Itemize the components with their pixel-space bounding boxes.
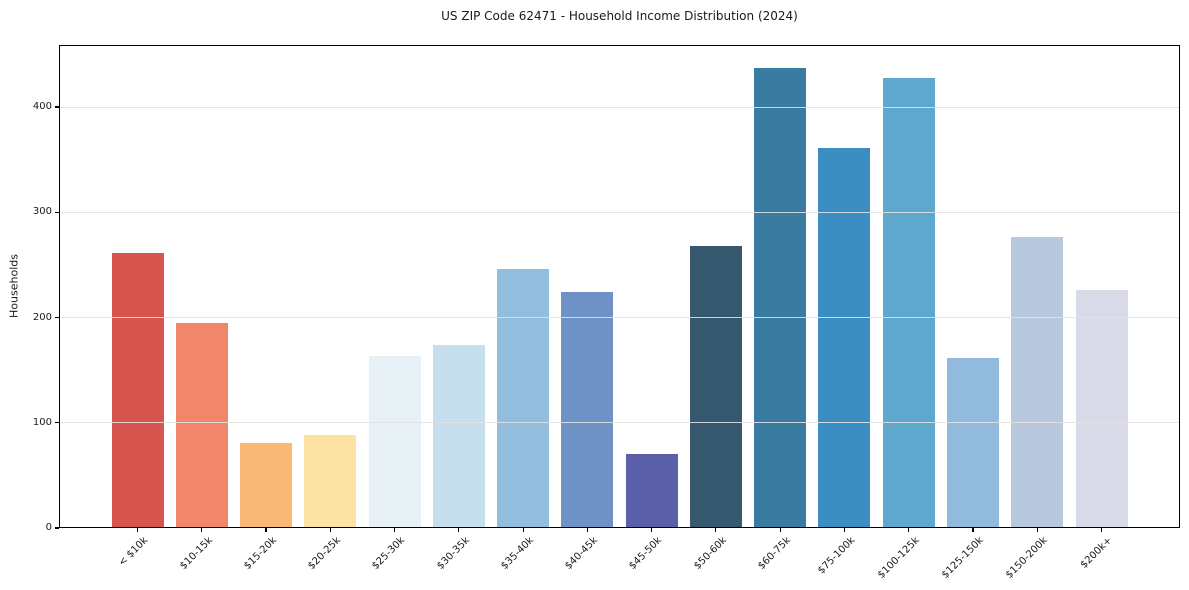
x-tick-mark <box>1036 528 1038 532</box>
bar-$125-150k <box>946 357 999 528</box>
bar-$60-75k <box>754 68 807 528</box>
x-tick-label: < $10k <box>116 535 151 569</box>
x-tick-label: $45-50k <box>627 535 665 572</box>
y-tick-mark <box>55 422 59 424</box>
x-tick-mark <box>651 528 653 532</box>
x-tick-label: $50-60k <box>691 535 729 572</box>
x-tick-label: $100-125k <box>875 535 922 581</box>
x-tick-mark <box>201 528 203 532</box>
x-tick-mark <box>779 528 781 532</box>
bar-< $10k <box>111 253 164 528</box>
bar-$200k+ <box>1075 290 1128 528</box>
x-tick-mark <box>843 528 846 532</box>
bar-$25-30k <box>368 356 421 528</box>
bar-$30-35k <box>432 344 485 528</box>
bar-$15-20k <box>240 442 293 528</box>
y-tick-mark <box>55 106 59 108</box>
y-tick-label: 300 <box>32 206 52 218</box>
x-tick-mark <box>908 528 910 532</box>
y-tick-mark <box>55 316 59 319</box>
bar-$45-50k <box>625 454 678 528</box>
x-tick-label: $10-15k <box>177 535 215 572</box>
x-tick-label: $150-200k <box>1004 535 1051 581</box>
x-tick-mark <box>265 528 267 532</box>
bar-$75-100k <box>818 148 871 528</box>
bars-layer <box>59 45 1180 528</box>
x-tick-label: $60-75k <box>756 535 793 572</box>
y-tick-mark <box>55 527 59 529</box>
bar-$40-45k <box>561 292 614 528</box>
x-tick-label: $75-100k <box>815 535 858 577</box>
x-tick-label: $30-35k <box>434 535 472 572</box>
x-tick-label: $15-20k <box>241 535 279 572</box>
bar-$150-200k <box>1011 236 1064 528</box>
x-tick-mark <box>136 528 139 532</box>
x-tick-mark <box>458 528 460 532</box>
chart-title: US ZIP Code 62471 - Household Income Dis… <box>441 9 798 23</box>
x-tick-mark <box>393 528 396 532</box>
x-tick-mark <box>586 528 588 532</box>
bar-$20-25k <box>304 435 357 528</box>
bar-$100-125k <box>882 77 935 528</box>
x-tick-mark <box>715 528 717 532</box>
y-tick-mark <box>55 211 59 213</box>
x-tick-label: $25-30k <box>370 535 408 572</box>
x-tick-label: $40-45k <box>563 535 601 572</box>
y-tick-label: 400 <box>32 101 52 113</box>
x-tick-label: $200k+ <box>1078 535 1115 571</box>
y-axis-label: Households <box>7 254 21 318</box>
plot-area <box>59 45 1180 528</box>
x-tick-mark <box>522 528 524 532</box>
bar-$50-60k <box>689 246 742 528</box>
x-tick-label: $35-40k <box>498 535 536 572</box>
x-tick-label: $125-150k <box>939 535 986 581</box>
x-tick-label: $20-25k <box>306 535 344 572</box>
y-tick-label: 100 <box>32 416 52 428</box>
y-tick-label: 0 <box>45 522 52 533</box>
x-tick-mark <box>1100 528 1103 532</box>
bar-$35-40k <box>497 269 550 528</box>
bar-$10-15k <box>175 322 228 528</box>
x-tick-mark <box>329 528 331 532</box>
x-tick-mark <box>972 528 974 532</box>
y-tick-label: 200 <box>32 311 52 323</box>
